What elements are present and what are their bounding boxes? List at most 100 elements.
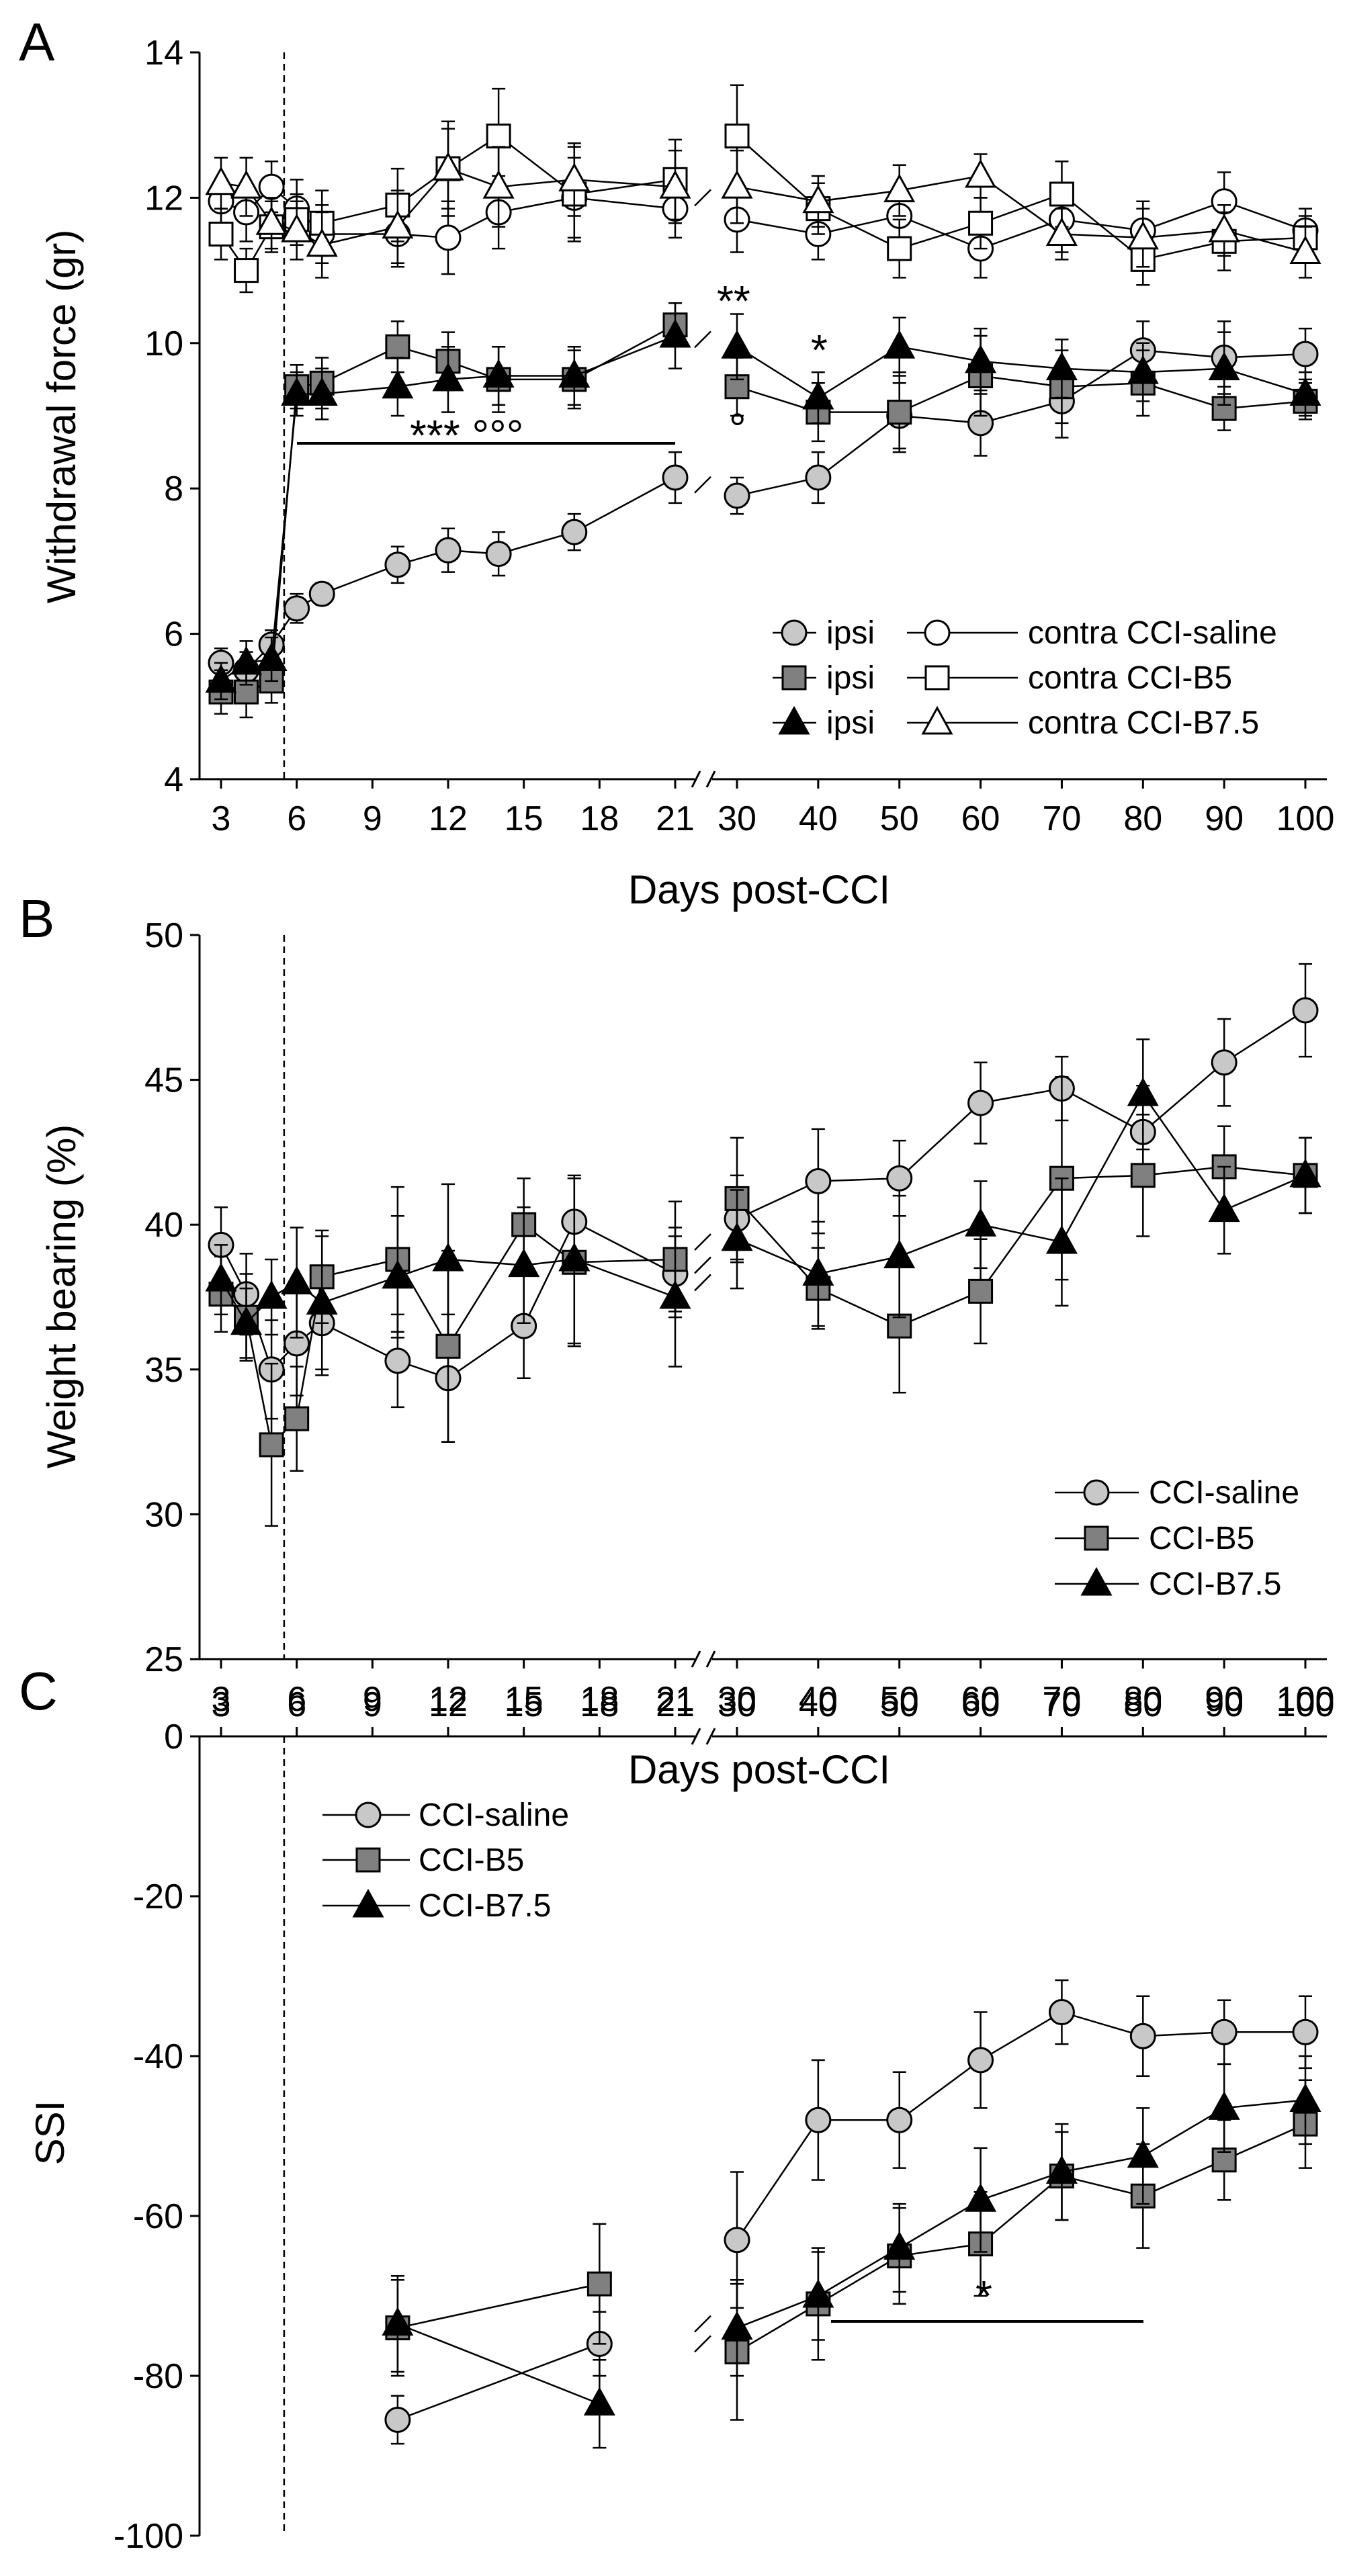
legend-a-contra-marker [924,619,951,646]
panel-a-contra-b75-point [1127,220,1159,250]
panel-b-x-tick-label: 6 [287,1680,306,1719]
panel-c-x-tick-label: 12 [429,1685,468,1724]
legend-a-ipsi-b5-label: ipsi [826,660,875,696]
panel-a-ipsi-b75-point [558,359,591,388]
legend-b-saline-label: CCI-saline [1149,1475,1299,1511]
panel-c-b5-line-seg2 [736,2123,1306,2353]
panel-a-ipsi-b75-point [255,642,288,671]
panel-c-saline-point [1048,1999,1075,2026]
panel-a-ipsi-saline-point [561,519,588,545]
panel-a-axis-break-mark [705,770,716,788]
panel-a-contra-b75-point [382,210,414,239]
panel-b-b5-point [435,1333,461,1359]
panel-c-saline-line-seg1 [397,2343,600,2421]
panel-a-ipsi-b75-point [659,318,691,348]
panel-b-b75-point [721,1222,753,1251]
panel-b-b5-line-seg1 [220,1223,676,1447]
panel-b-b5-point [1130,1163,1156,1188]
panel-c-saline-point [724,2227,750,2254]
legend-c-b5-label: CCI-B5 [419,1842,524,1878]
panel-b-x-axis-label: Days post-CCI [628,1747,890,1792]
panel-a-ipsi-b5-point [385,334,410,359]
panel-c-saline-point [1211,2018,1238,2045]
panel-c-b5-point [587,2271,612,2297]
panel-a-x-tick-label: 60 [961,799,1000,838]
panel-a-contra-b5-line-seg1 [220,134,676,272]
annotation-a-bar-stars: *** °°° [410,411,523,459]
panel-c-b5-point [1211,2147,1237,2173]
panel-a-ipsi-saline-point [284,595,310,622]
panel-c-b75-point [965,2183,997,2212]
legend-b-b5-label: CCI-B5 [1149,1521,1254,1556]
panel-a-x-tick-label: 21 [656,799,695,838]
panel-c-axis-break-mark [691,1728,701,1745]
panel-b-b75-point [1127,1077,1159,1106]
panel-a-contra-b75-point [306,228,338,257]
panel-a-ipsi-b75-line-seg1 [220,335,676,682]
panel-c-legend-markers [322,1802,410,1918]
panel-c-saline-point [1129,2023,1156,2049]
panel-a-y-tick-label: 14 [144,34,183,73]
panel-c-x-tick-label: 50 [880,1685,919,1724]
panel-c-y-tick-label: -100 [114,2517,183,2556]
panel-b-b5-point [284,1406,310,1431]
panel-a-contra-b5-point [1049,181,1074,207]
panel-a-ipsi-b75-point [1208,351,1240,381]
panel-a-ipsi-b75-point [205,664,237,693]
legend-a-ipsi-marker [781,619,808,646]
panel-c-y-tick-label: -40 [133,2037,183,2076]
panel-a-contra-saline-line-seg2 [736,200,1306,250]
panel-a-contra-b5-point [208,222,234,247]
panel-b-x-tick-label: 3 [212,1680,231,1719]
panel-b-saline-point [967,1090,994,1116]
panel-b-x-tick-label: 21 [656,1680,695,1719]
panel-c-b75-point [583,2387,615,2416]
legend-a-contra-marker [921,705,953,735]
legend-a-contra-b5-label: contra CCI-B5 [1028,660,1232,696]
panel-b-b75-point [432,1242,464,1272]
panel-a-x-tick-label: 9 [363,799,382,838]
legend-c-marker [355,1847,381,1873]
panel-b-x-tick-label: 18 [580,1680,619,1719]
panel-a-contra-b75-point [205,166,237,195]
panel-a-contra-b5-line-seg2 [736,135,1306,261]
panel-a-contra-b5-point [724,123,750,148]
panel-b-b5-line-seg2 [736,1165,1306,1327]
legend-a-ipsi-b75-label: ipsi [826,705,875,741]
panel-b-b75-point [558,1242,591,1272]
panel-a-series-break-mark [694,330,711,349]
panel-b-b75-point [508,1248,540,1278]
panel-c-b5-line-seg1 [397,2282,600,2329]
panel-a-y-tick-label: 12 [144,179,183,218]
panel-a-ipsi-saline-point [485,541,512,568]
panel-c-saline-line-seg2 [736,2011,1305,2241]
panel-c-y-tick-label: -20 [133,1877,183,1916]
panel-b-x-tick-label: 90 [1205,1680,1244,1719]
panel-b-b75-point [281,1265,313,1294]
panel-a-contra-b5-point [234,258,259,283]
panel-label-a: A [19,12,55,72]
panel-c-chart: 0 -20 -40 -60 -80 -100 3 6 9 12 15 18 21 30 40 50 60 70 80… [28,1685,1334,2556]
panel-b-b5-point [968,1278,994,1304]
panel-a-ipsi-b75-point [1127,355,1159,384]
panel-a-contra-saline-line-seg1 [220,185,676,239]
legend-a-contra-marker [924,665,950,691]
panel-c-series-break-mark [694,2335,711,2353]
panel-a-ipsi-b75-point [382,369,414,399]
annotation-a-40-star: * [811,326,828,374]
panel-a-ipsi-saline-point [724,482,750,509]
legend-b-marker [1080,1566,1113,1596]
panel-b-b5-point [887,1313,912,1339]
panel-b-saline-point [1211,1049,1238,1076]
panel-b-y-tick-label: 40 [144,1206,183,1245]
panel-a-x-tick-label: 50 [880,799,919,838]
panel-a-contra-b5-point [968,210,994,236]
panel-a-contra-b75-point [255,206,288,235]
panel-a-series-break-mark [694,189,711,207]
panel-a-y-tick-label: 8 [164,470,183,508]
panel-c-saline-point [886,2106,913,2133]
panel-b-y-tick-label: 30 [144,1495,183,1534]
panel-b-b75-point [802,1257,834,1286]
panel-b-saline-point [1292,997,1319,1024]
